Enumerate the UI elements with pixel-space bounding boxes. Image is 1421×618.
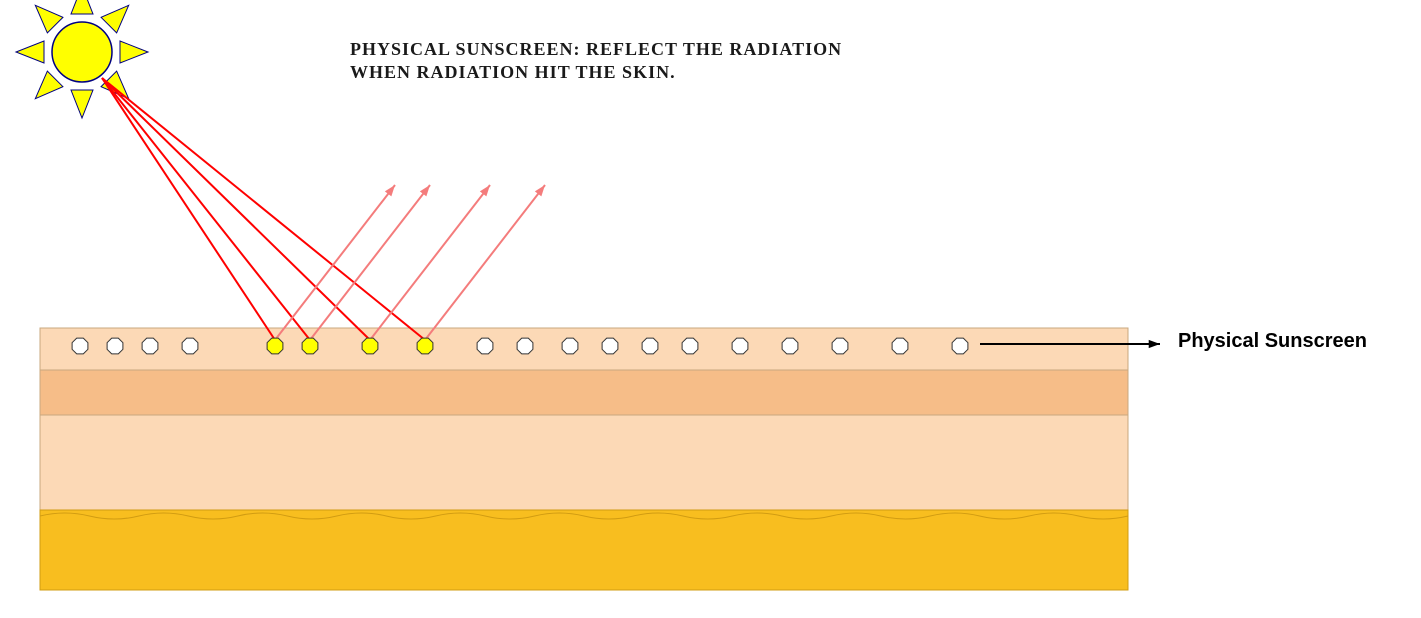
sunscreen-particle [952,338,968,354]
epidermis-layer [40,370,1128,415]
reflected-ray [370,185,490,340]
sunscreen-particle [642,338,658,354]
incoming-ray [102,78,275,340]
sunscreen-particle [267,338,283,354]
sunscreen-particle [362,338,378,354]
sunscreen-particle [892,338,908,354]
fat-layer-wave [40,513,1128,590]
sun-ray [71,0,93,14]
sunscreen-particle [602,338,618,354]
sunscreen-particle [832,338,848,354]
sun-core [52,22,112,82]
dermis-layer [40,415,1128,510]
sunscreen-particle [477,338,493,354]
sunscreen-particle [72,338,88,354]
sun-ray [35,71,63,99]
reflected-ray [425,185,545,340]
sun-ray [35,5,63,33]
incoming-ray [102,78,370,340]
sunscreen-particle [732,338,748,354]
sunscreen-particle [142,338,158,354]
sunscreen-particle [417,338,433,354]
sun-ray [101,5,129,33]
sun-ray [71,90,93,118]
diagram-svg [0,0,1421,618]
sunscreen-particle [302,338,318,354]
side-arrow-head [1149,340,1160,348]
incoming-ray [102,78,310,340]
sun-ray [16,41,44,63]
sunscreen-particle [107,338,123,354]
sunscreen-particle [682,338,698,354]
sunscreen-particle [517,338,533,354]
reflected-ray [275,185,395,340]
sun-ray [120,41,148,63]
sunscreen-particle [562,338,578,354]
diagram-canvas: PHYSICAL SUNSCREEN: REFLECT THE RADIATIO… [0,0,1421,618]
sunscreen-particle [782,338,798,354]
sunscreen-particle [182,338,198,354]
